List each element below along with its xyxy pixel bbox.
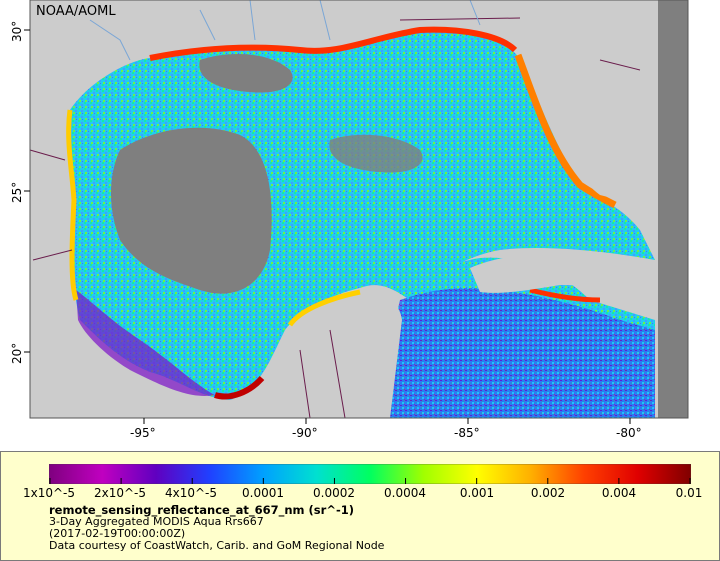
lon-tick-label: -90°	[292, 426, 318, 440]
caribbean-water	[380, 288, 655, 418]
map-panel: NOAA/AOML -95° -90° -85° -80° 30° 25° 20…	[10, 0, 689, 440]
product-description: 3-Day Aggregated MODIS Aqua Rrs667	[49, 515, 264, 528]
lon-tick-label: -80°	[616, 426, 642, 440]
no-data-cloud-north	[199, 54, 293, 93]
no-data-cloud-west	[111, 127, 272, 294]
colorbar-tick-label: 0.0004	[384, 486, 426, 500]
western-shelf-low-reflectance	[76, 290, 215, 396]
lat-tick-marks	[24, 29, 30, 353]
colorbar-tick-label: 0.01	[675, 486, 703, 500]
rivers	[89, 0, 481, 61]
legend-panel: 1x10^-5 2x10^-5 4x10^-5 0.0001 0.0002 0.…	[0, 451, 720, 561]
cuba-island	[470, 255, 655, 293]
lat-tick-label: 20°	[10, 342, 24, 364]
colorbar-tick-label: 0.0002	[313, 486, 355, 500]
colorbar-tick-label: 0.001	[459, 486, 495, 500]
yucatan-coast-high-reflectance	[287, 289, 361, 327]
reflectance-map	[24, 0, 689, 424]
plot-frame	[29, 0, 689, 419]
data-attribution: Data courtesy of CoastWatch, Carib. and …	[49, 539, 385, 552]
lon-tick-label: -85°	[454, 426, 480, 440]
florida-coast-high-reflectance	[514, 53, 617, 209]
state-borders	[29, 17, 641, 419]
lon-tick-marks	[143, 418, 631, 424]
cuba-coast-high-reflectance	[529, 287, 601, 303]
variable-name: remote_sensing_reflectance_at_667_nm (sr…	[49, 503, 354, 517]
lon-tick-label: -95°	[130, 426, 156, 440]
colorbar-tick-label: 0.004	[601, 486, 637, 500]
campeche-coast-high-reflectance	[214, 375, 265, 400]
lat-tick-label: 30°	[10, 20, 24, 42]
colorbar-tick-label: 0.002	[530, 486, 566, 500]
texas-coast-high-reflectance	[66, 109, 79, 301]
colorbar-tick-label: 2x10^-5	[93, 486, 147, 500]
lat-tick-label: 25°	[10, 181, 24, 203]
no-data-east-strip	[658, 0, 688, 418]
colorbar	[49, 464, 691, 484]
colorbar-tick-label: 4x10^-5	[164, 486, 218, 500]
north-coast-high-reflectance	[149, 26, 518, 61]
no-data-cloud-central	[329, 134, 423, 173]
yucatan-peninsula	[290, 297, 402, 418]
colorbar-tick-label: 1x10^-5	[22, 486, 76, 500]
time-stamp: (2017-02-19T00:00:00Z)	[49, 527, 186, 540]
credit-label: NOAA/AOML	[36, 4, 116, 19]
legend-text-block: remote_sensing_reflectance_at_667_nm (sr…	[49, 504, 384, 552]
florida-peninsula	[520, 0, 630, 200]
colorbar-tick-label: 0.0001	[242, 486, 284, 500]
